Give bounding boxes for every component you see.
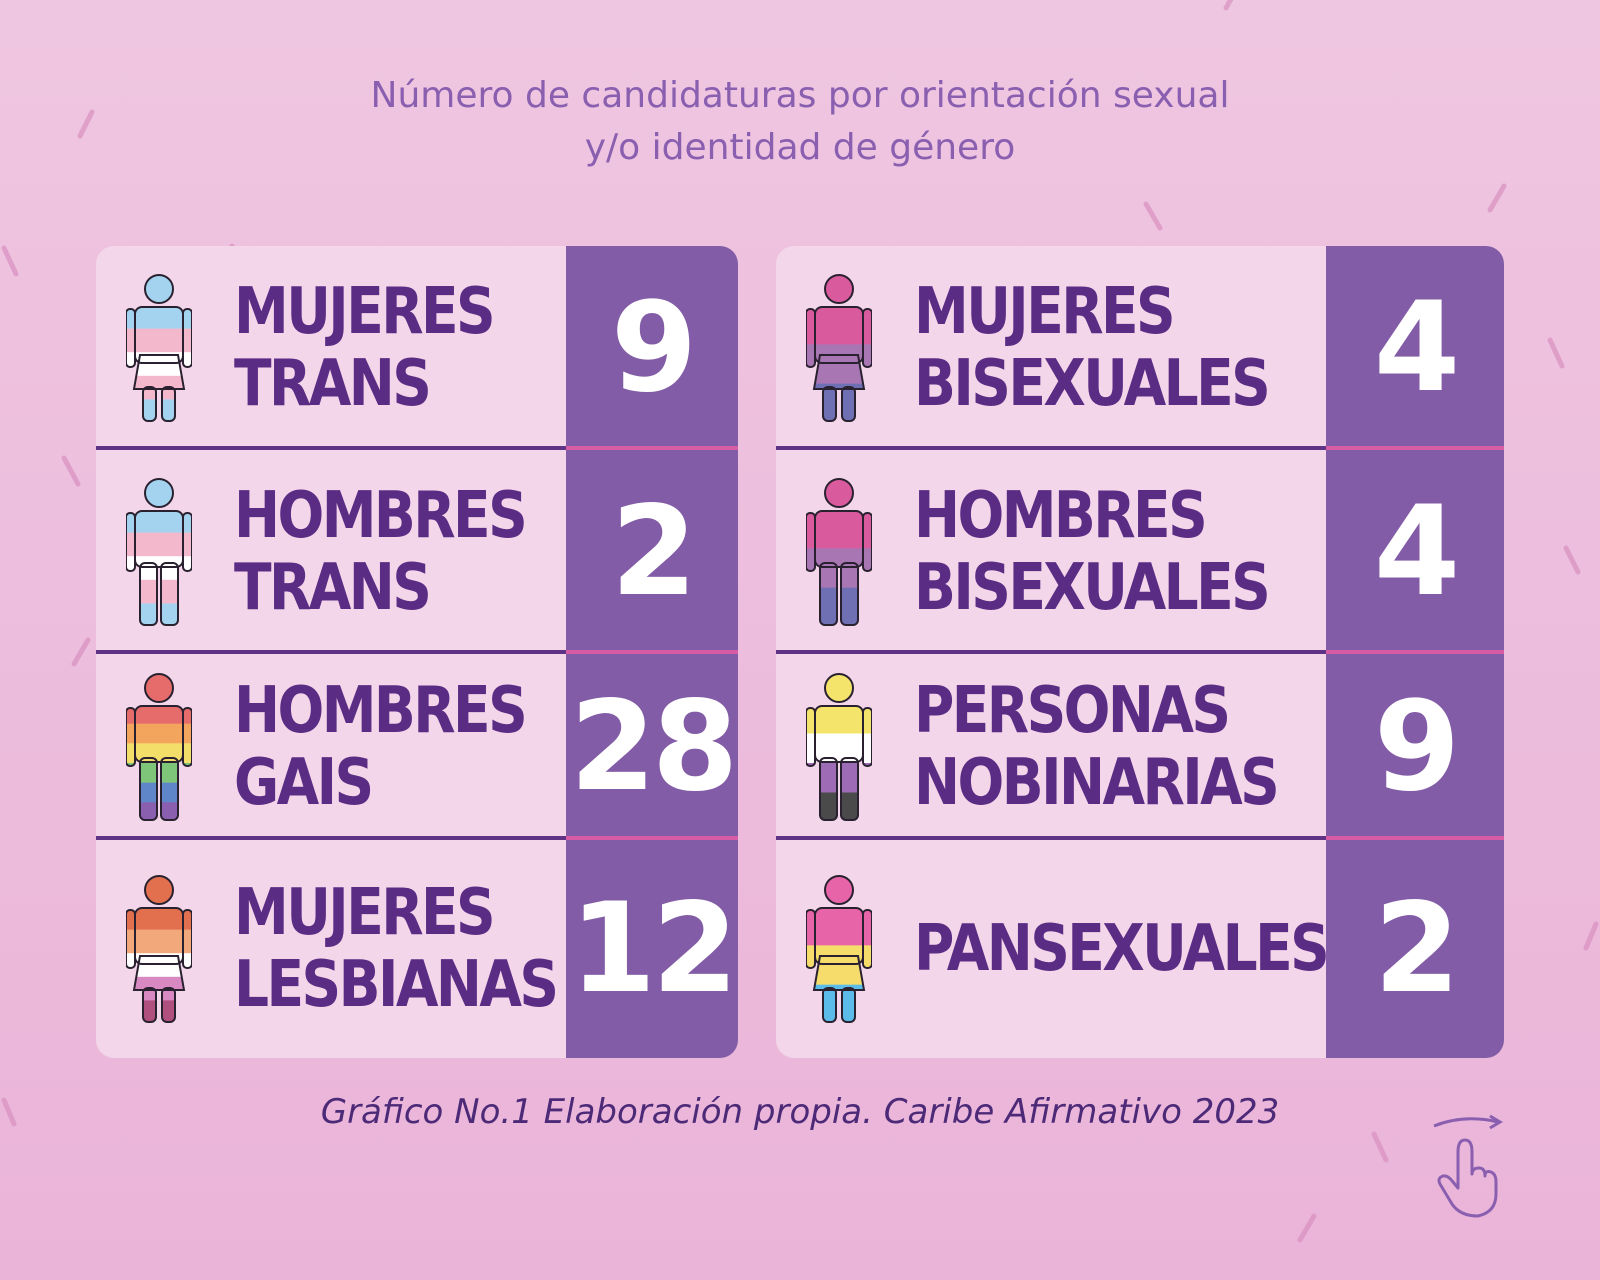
left-panel: MUJERES TRANS 9 HOMBRES TRANS 2 HOMBRES GAIS 28 M… [96,246,738,1058]
row-divider-accent [1326,836,1504,840]
label-line-2: TRANS [234,551,432,625]
swipe-hand-icon [1433,1114,1503,1218]
category-label: MUJERES TRANS [234,246,496,450]
row-divider-accent [566,446,738,450]
row-divider [96,650,738,654]
label-line-1: HOMBRES [234,479,528,553]
person-figure [125,477,193,631]
person-figure [125,874,193,1028]
woman-icon [805,875,873,1023]
value-cell [566,654,738,840]
person-figure [805,672,873,826]
label-line-2: LESBIANAS [234,948,559,1022]
value-cell [566,840,738,1058]
row-divider-accent [566,650,738,654]
label-line-2: BISEXUALES [914,551,1271,625]
data-label: 9 [610,276,697,420]
category-label: HOMBRES BISEXUALES [914,450,1271,654]
data-label: 2 [1373,877,1460,1021]
row-divider [776,836,1504,840]
label-line-1: MUJERES [234,876,496,950]
person-figure [125,273,193,427]
category-row: HOMBRES BISEXUALES 4 [776,450,1504,654]
man-icon [805,478,873,626]
label-line-1: HOMBRES [234,674,528,748]
row-divider [96,836,738,840]
category-row: PANSEXUALES 2 [776,840,1504,1058]
person-figure [805,477,873,631]
category-row: HOMBRES GAIS 28 [96,654,738,840]
data-label: 4 [1373,480,1460,624]
row-divider [96,446,738,450]
woman-icon [805,274,873,422]
person-icon [805,673,873,821]
row-divider-accent [566,836,738,840]
label-line-1: MUJERES [914,275,1176,349]
category-row: HOMBRES TRANS 2 [96,450,738,654]
woman-icon [125,274,193,422]
label-line-1: PANSEXUALES [914,912,1330,986]
data-label: 4 [1373,276,1460,420]
category-row: MUJERES LESBIANAS 12 [96,840,738,1058]
category-label: MUJERES BISEXUALES [914,246,1271,450]
source-caption: Gráfico No.1 Elaboración propia. Caribe … [320,1092,1280,1132]
value-cell [1326,654,1504,840]
row-divider-accent [1326,446,1504,450]
woman-icon [125,875,193,1023]
label-line-2: BISEXUALES [914,347,1271,421]
title-line-1: Número de candidaturas por orientación s… [370,75,1230,116]
right-panel: MUJERES BISEXUALES 4 HOMBRES BISEXUALES 4 PERS… [776,246,1504,1058]
row-divider [776,650,1504,654]
category-row: MUJERES BISEXUALES 4 [776,246,1504,450]
category-label: PERSONAS NOBINARIAS [914,654,1280,840]
row-divider-accent [1326,650,1504,654]
man-icon [125,478,193,626]
value-cell [1326,450,1504,654]
category-label: PANSEXUALES [914,840,1330,1058]
chart-title: Número de candidaturas por orientación s… [0,70,1600,174]
category-row: PERSONAS NOBINARIAS 9 [776,654,1504,840]
person-figure [125,672,193,826]
label-line-2: GAIS [234,746,374,820]
data-label: 2 [610,480,697,624]
category-row: MUJERES TRANS 9 [96,246,738,450]
value-cell [1326,246,1504,450]
man-icon [125,673,193,821]
category-label: MUJERES LESBIANAS [234,840,559,1058]
label-line-1: HOMBRES [914,479,1208,553]
category-label: HOMBRES TRANS [234,450,528,654]
data-label: 12 [569,877,738,1021]
person-figure [805,874,873,1028]
person-figure [805,273,873,427]
value-cell [566,246,738,450]
value-cell [566,450,738,654]
data-label: 28 [569,675,738,819]
label-line-1: PERSONAS [914,674,1231,748]
row-divider [776,446,1504,450]
label-line-2: TRANS [234,347,432,421]
label-line-1: MUJERES [234,275,496,349]
label-line-2: NOBINARIAS [914,746,1280,820]
value-cell [1326,840,1504,1058]
title-line-2: y/o identidad de género [584,127,1016,168]
data-label: 9 [1373,675,1460,819]
category-label: HOMBRES GAIS [234,654,528,840]
